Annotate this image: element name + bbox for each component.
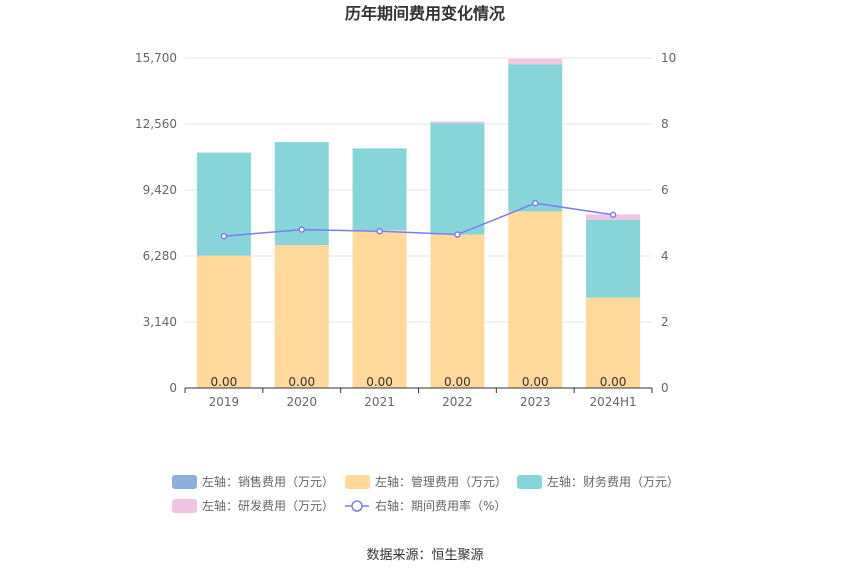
- source-note: 数据来源：恒生聚源: [366, 548, 483, 563]
- bar-segment: [430, 234, 485, 388]
- data-label: 0.00: [366, 375, 393, 389]
- y-left-tick-label: 12,560: [135, 117, 177, 131]
- y-left-tick-label: 6,280: [143, 249, 177, 263]
- data-labels: 0.00 0.00 0.00 0.00 0.00 0.00: [211, 375, 627, 389]
- bar-segment: [508, 211, 563, 388]
- y-right-tick-label: 2: [661, 315, 669, 329]
- legend: 左轴：销售费用（万元） 左轴：管理费用（万元） 左轴：财务费用（万元） 左轴：研发费用…: [172, 474, 679, 513]
- legend-label: 左轴：研发费用（万元）: [202, 498, 334, 513]
- x-tick-label: 2021: [364, 395, 395, 409]
- data-label: 0.00: [444, 375, 471, 389]
- bar-segment: [508, 64, 563, 212]
- legend-swatch: [172, 499, 197, 513]
- data-label: 0.00: [211, 375, 238, 389]
- bar-segment: [430, 123, 485, 235]
- x-tick-label: 2019: [209, 395, 240, 409]
- x-tick-label: 2020: [286, 395, 317, 409]
- y-right-tick-label: 8: [661, 117, 669, 131]
- y-left-tick-label: 0: [169, 381, 177, 395]
- bar-segment: [586, 297, 641, 388]
- data-label: 0.00: [288, 375, 315, 389]
- legend-label: 左轴：财务费用（万元）: [547, 474, 679, 489]
- bar-segment: [196, 255, 251, 388]
- y-right-tick-label: 6: [661, 183, 669, 197]
- grid: [185, 57, 652, 323]
- legend-swatch: [345, 475, 370, 489]
- y-right-tick-label: 4: [661, 249, 669, 263]
- y-left-tick-label: 9,420: [143, 183, 177, 197]
- bar-segment: [430, 121, 485, 124]
- rate-point: [532, 199, 539, 207]
- rate-point: [454, 231, 461, 238]
- data-label: 0.00: [600, 375, 627, 389]
- legend-swatch-marker: [351, 500, 363, 512]
- y-right-tick-label: 10: [661, 51, 676, 65]
- rate-point: [298, 226, 305, 233]
- axes: 0 0 3,140 2 6,280 4 9,420 6 12,560 8 15,700 10 2019 2…: [135, 51, 676, 409]
- bar-segment: [586, 219, 641, 298]
- data-label: 0.00: [522, 375, 549, 389]
- rate-point: [376, 228, 383, 235]
- bar-segment: [274, 245, 329, 388]
- x-tick-label: 2022: [442, 395, 473, 409]
- rate-line: [220, 199, 617, 240]
- rate-line-path: [223, 202, 614, 237]
- rate-point: [220, 232, 228, 240]
- x-tick-label: 2023: [520, 395, 551, 409]
- bars: [196, 58, 641, 388]
- bar-segment: [352, 148, 407, 231]
- legend-label: 左轴：销售费用（万元）: [202, 474, 334, 489]
- y-left-tick-label: 15,700: [135, 51, 177, 65]
- y-left-tick-label: 3,140: [143, 315, 177, 329]
- bar-segment: [508, 58, 563, 65]
- legend-swatch: [517, 475, 542, 489]
- bar-segment: [352, 230, 407, 388]
- legend-label: 右轴：期间费用率（%）: [375, 498, 506, 513]
- chart-title: 历年期间费用变化情况: [345, 4, 505, 23]
- legend-swatch: [172, 475, 197, 489]
- bar-segment: [196, 152, 251, 256]
- x-tick-label: 2024H1: [589, 395, 636, 409]
- legend-label: 左轴：管理费用（万元）: [375, 474, 507, 489]
- rate-point: [609, 211, 617, 218]
- y-right-tick-label: 0: [661, 381, 669, 395]
